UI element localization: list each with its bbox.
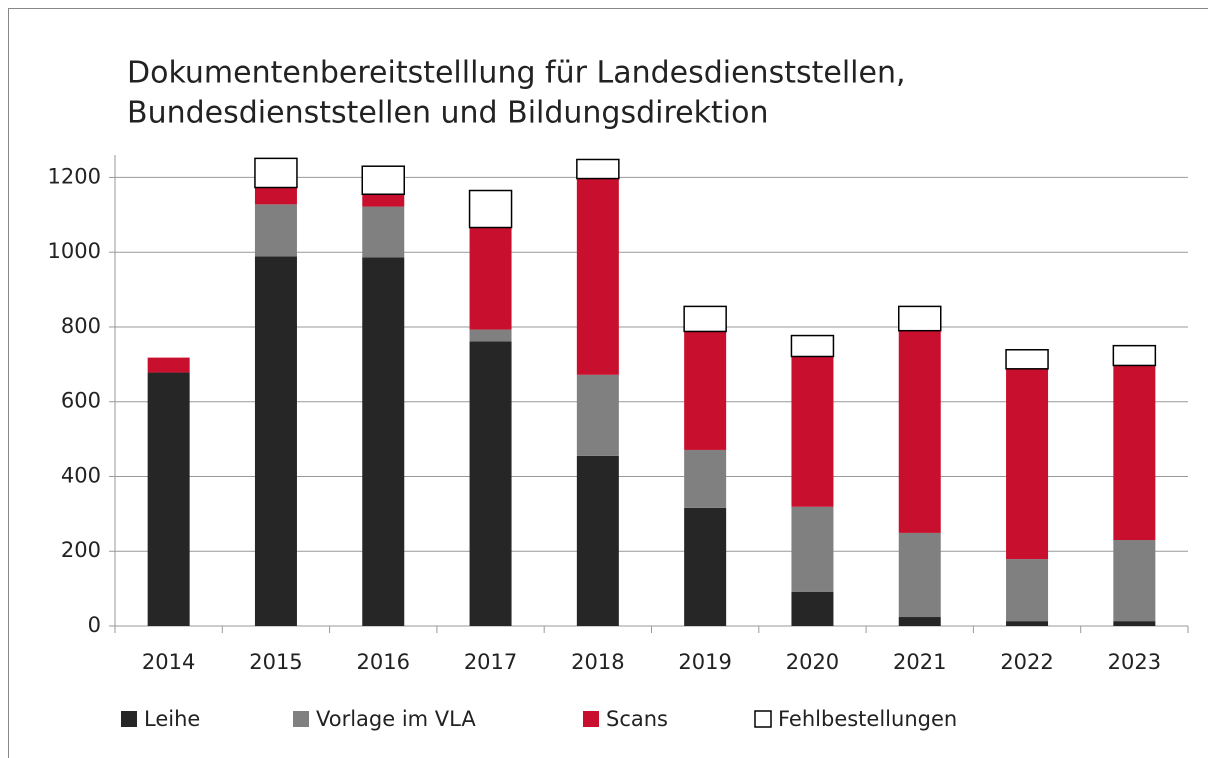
y-tick-label: 200	[61, 538, 101, 562]
legend-label: Leihe	[144, 707, 200, 731]
y-tick-label: 1000	[48, 239, 101, 263]
x-tick-label: 2022	[1000, 650, 1053, 674]
bar-segment	[362, 206, 405, 258]
chart-frame	[8, 8, 1208, 758]
bar-segment	[898, 305, 942, 332]
y-tick-label: 400	[61, 463, 101, 487]
y-tick-label: 600	[61, 389, 101, 413]
bar-segment	[898, 330, 941, 533]
bar-segment	[1006, 621, 1049, 626]
bar-segment	[576, 374, 619, 456]
bar-segment	[684, 507, 727, 626]
bar-segment	[576, 455, 619, 626]
bar-segment	[1113, 540, 1156, 622]
bar-segment	[898, 532, 941, 618]
bar-segment	[683, 305, 727, 333]
bar-segment	[576, 178, 619, 375]
bar-segment	[469, 329, 512, 342]
bar-segment	[1006, 368, 1049, 560]
bar-segment	[254, 157, 298, 189]
y-tick-label: 800	[61, 314, 101, 338]
bar-segment	[361, 165, 405, 195]
bar-segment	[684, 449, 727, 508]
bar-segment	[791, 591, 834, 626]
bar-segment	[576, 158, 620, 180]
y-tick-label: 0	[88, 613, 101, 637]
bar-segment	[1113, 365, 1156, 541]
legend-swatch	[754, 710, 772, 728]
x-tick-label: 2017	[464, 650, 517, 674]
bar-segment	[791, 356, 834, 507]
bar-segment	[147, 357, 190, 373]
chart-title: Bundesdienststellen und Bildungsdirektio…	[127, 96, 768, 131]
bar-segment	[1112, 344, 1157, 367]
y-tick-label: 1200	[48, 164, 101, 188]
legend-label: Fehlbestellungen	[778, 707, 957, 731]
chart-title: Dokumentenbereitstelllung für Landesdien…	[127, 56, 906, 91]
x-tick-label: 2019	[678, 650, 731, 674]
bar-segment	[469, 227, 512, 330]
bar-segment	[254, 187, 297, 205]
bar-segment	[147, 372, 190, 626]
x-tick-label: 2016	[357, 650, 410, 674]
x-tick-label: 2015	[249, 650, 302, 674]
x-tick-label: 2021	[893, 650, 946, 674]
x-tick-label: 2023	[1108, 650, 1161, 674]
legend-label: Scans	[606, 707, 668, 731]
x-tick-label: 2014	[142, 650, 195, 674]
bar-segment	[468, 189, 513, 229]
legend-swatch	[293, 711, 309, 727]
legend-swatch	[121, 711, 137, 727]
x-tick-label: 2020	[786, 650, 839, 674]
bar-segment	[469, 341, 512, 626]
bar-segment	[898, 617, 941, 626]
bar-segment	[1113, 621, 1156, 626]
bar-segment	[1006, 559, 1049, 622]
bar-segment	[254, 204, 297, 257]
bar-segment	[362, 257, 405, 626]
legend-label: Vorlage im VLA	[316, 707, 476, 731]
x-tick-label: 2018	[571, 650, 624, 674]
bar-segment	[684, 331, 727, 450]
bar-segment	[362, 194, 405, 207]
legend-swatch	[583, 711, 599, 727]
bar-segment	[1005, 349, 1049, 370]
bar-segment	[790, 334, 835, 358]
bar-segment	[791, 506, 834, 592]
bar-segment	[254, 256, 297, 626]
